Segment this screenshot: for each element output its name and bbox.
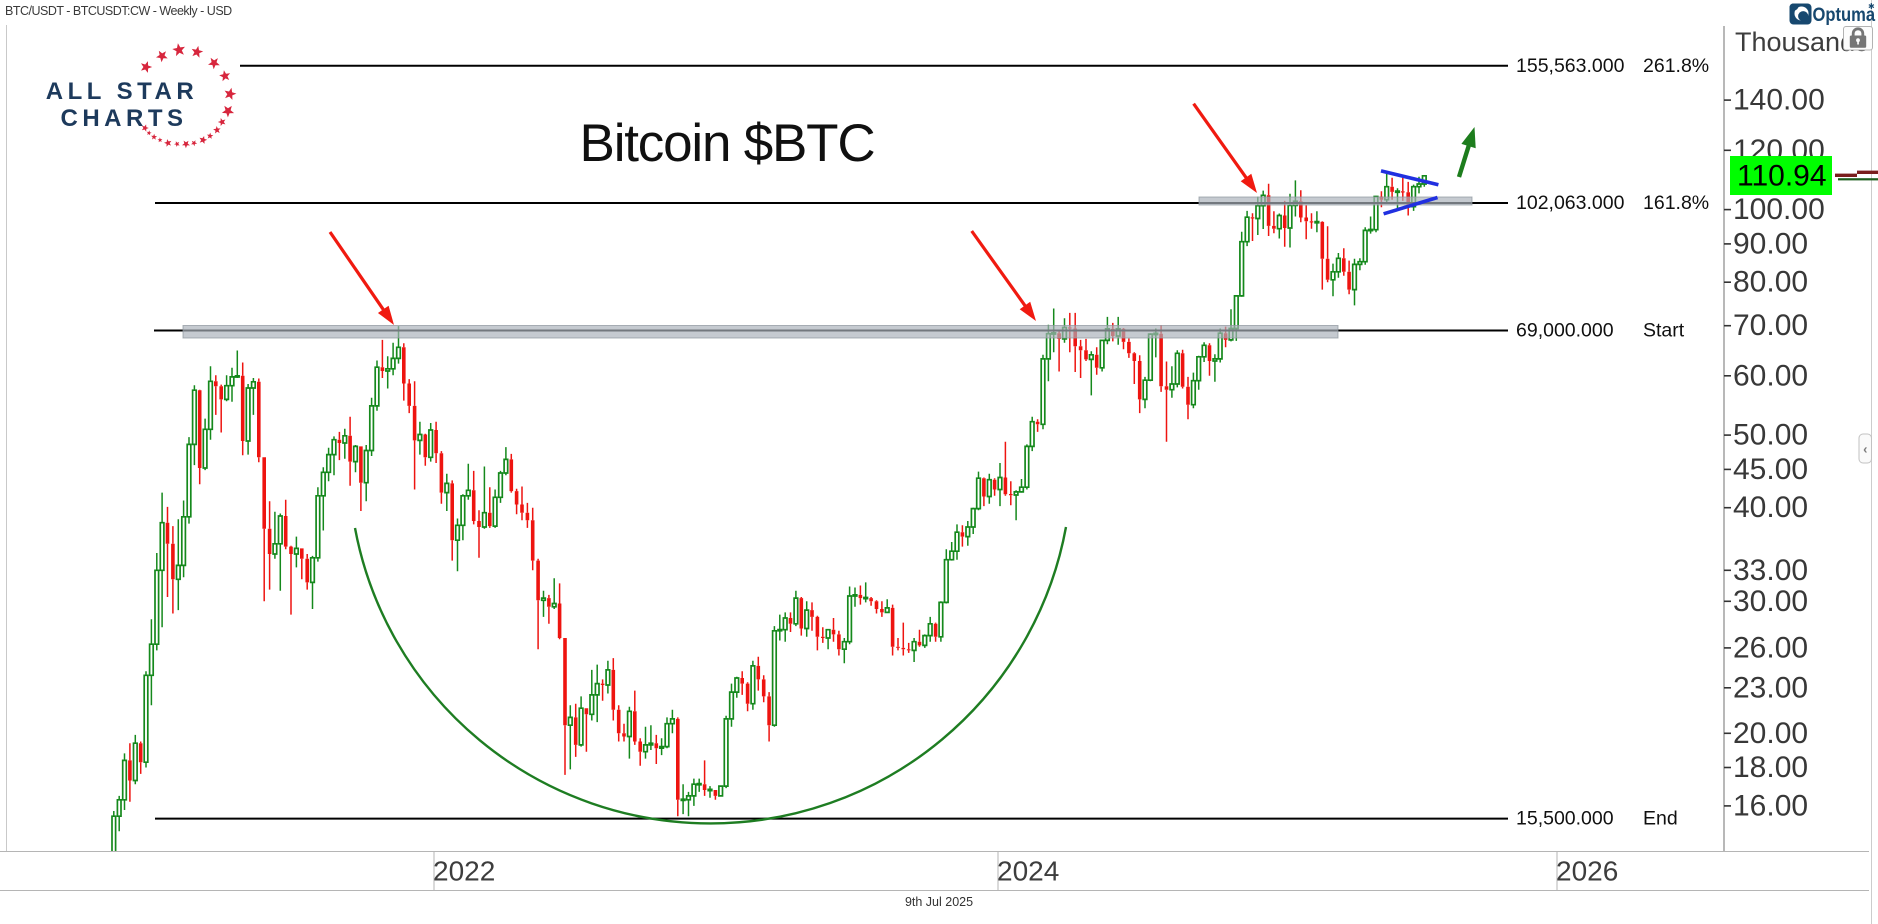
svg-text:16.00: 16.00 <box>1733 789 1808 822</box>
svg-text:Optuma: Optuma <box>1813 4 1876 26</box>
svg-text:155,563.000: 155,563.000 <box>1516 55 1625 77</box>
svg-text:‹: ‹ <box>1863 442 1867 457</box>
svg-text:23.00: 23.00 <box>1733 671 1808 704</box>
svg-text:2024: 2024 <box>997 856 1059 887</box>
svg-text:261.8%: 261.8% <box>1643 55 1709 77</box>
svg-text:45.00: 45.00 <box>1733 453 1808 486</box>
svg-text:100.00: 100.00 <box>1733 193 1825 226</box>
svg-text:60.00: 60.00 <box>1733 359 1808 392</box>
svg-text:✱: ✱ <box>1868 2 1875 11</box>
svg-text:140.00: 140.00 <box>1733 84 1825 117</box>
svg-text:70.00: 70.00 <box>1733 309 1808 342</box>
svg-text:2022: 2022 <box>433 856 495 887</box>
svg-text:18.00: 18.00 <box>1733 751 1808 784</box>
svg-text:CHARTS: CHARTS <box>61 105 188 132</box>
svg-text:End: End <box>1643 808 1678 830</box>
svg-text:30.00: 30.00 <box>1733 585 1808 618</box>
svg-text:33.00: 33.00 <box>1733 554 1808 587</box>
svg-text:110.94: 110.94 <box>1737 160 1827 193</box>
svg-text:20.00: 20.00 <box>1733 717 1808 750</box>
svg-text:80.00: 80.00 <box>1733 266 1808 299</box>
svg-text:69,000.000: 69,000.000 <box>1516 320 1614 342</box>
svg-text:Start: Start <box>1643 320 1685 342</box>
svg-text:2026: 2026 <box>1556 856 1618 887</box>
svg-text:50.00: 50.00 <box>1733 419 1808 452</box>
svg-text:15,500.000: 15,500.000 <box>1516 808 1614 830</box>
svg-text:40.00: 40.00 <box>1733 491 1808 524</box>
svg-text:90.00: 90.00 <box>1733 227 1808 260</box>
svg-text:102,063.000: 102,063.000 <box>1516 192 1625 214</box>
svg-text:161.8%: 161.8% <box>1643 192 1709 214</box>
svg-text:ALL STAR: ALL STAR <box>46 78 198 105</box>
svg-text:26.00: 26.00 <box>1733 631 1808 664</box>
svg-text:9th Jul 2025: 9th Jul 2025 <box>905 895 973 909</box>
svg-text:BTC/USDT - BTCUSDT:CW - Weekly: BTC/USDT - BTCUSDT:CW - Weekly - USD <box>5 4 232 18</box>
svg-text:Bitcoin $BTC: Bitcoin $BTC <box>580 114 875 173</box>
